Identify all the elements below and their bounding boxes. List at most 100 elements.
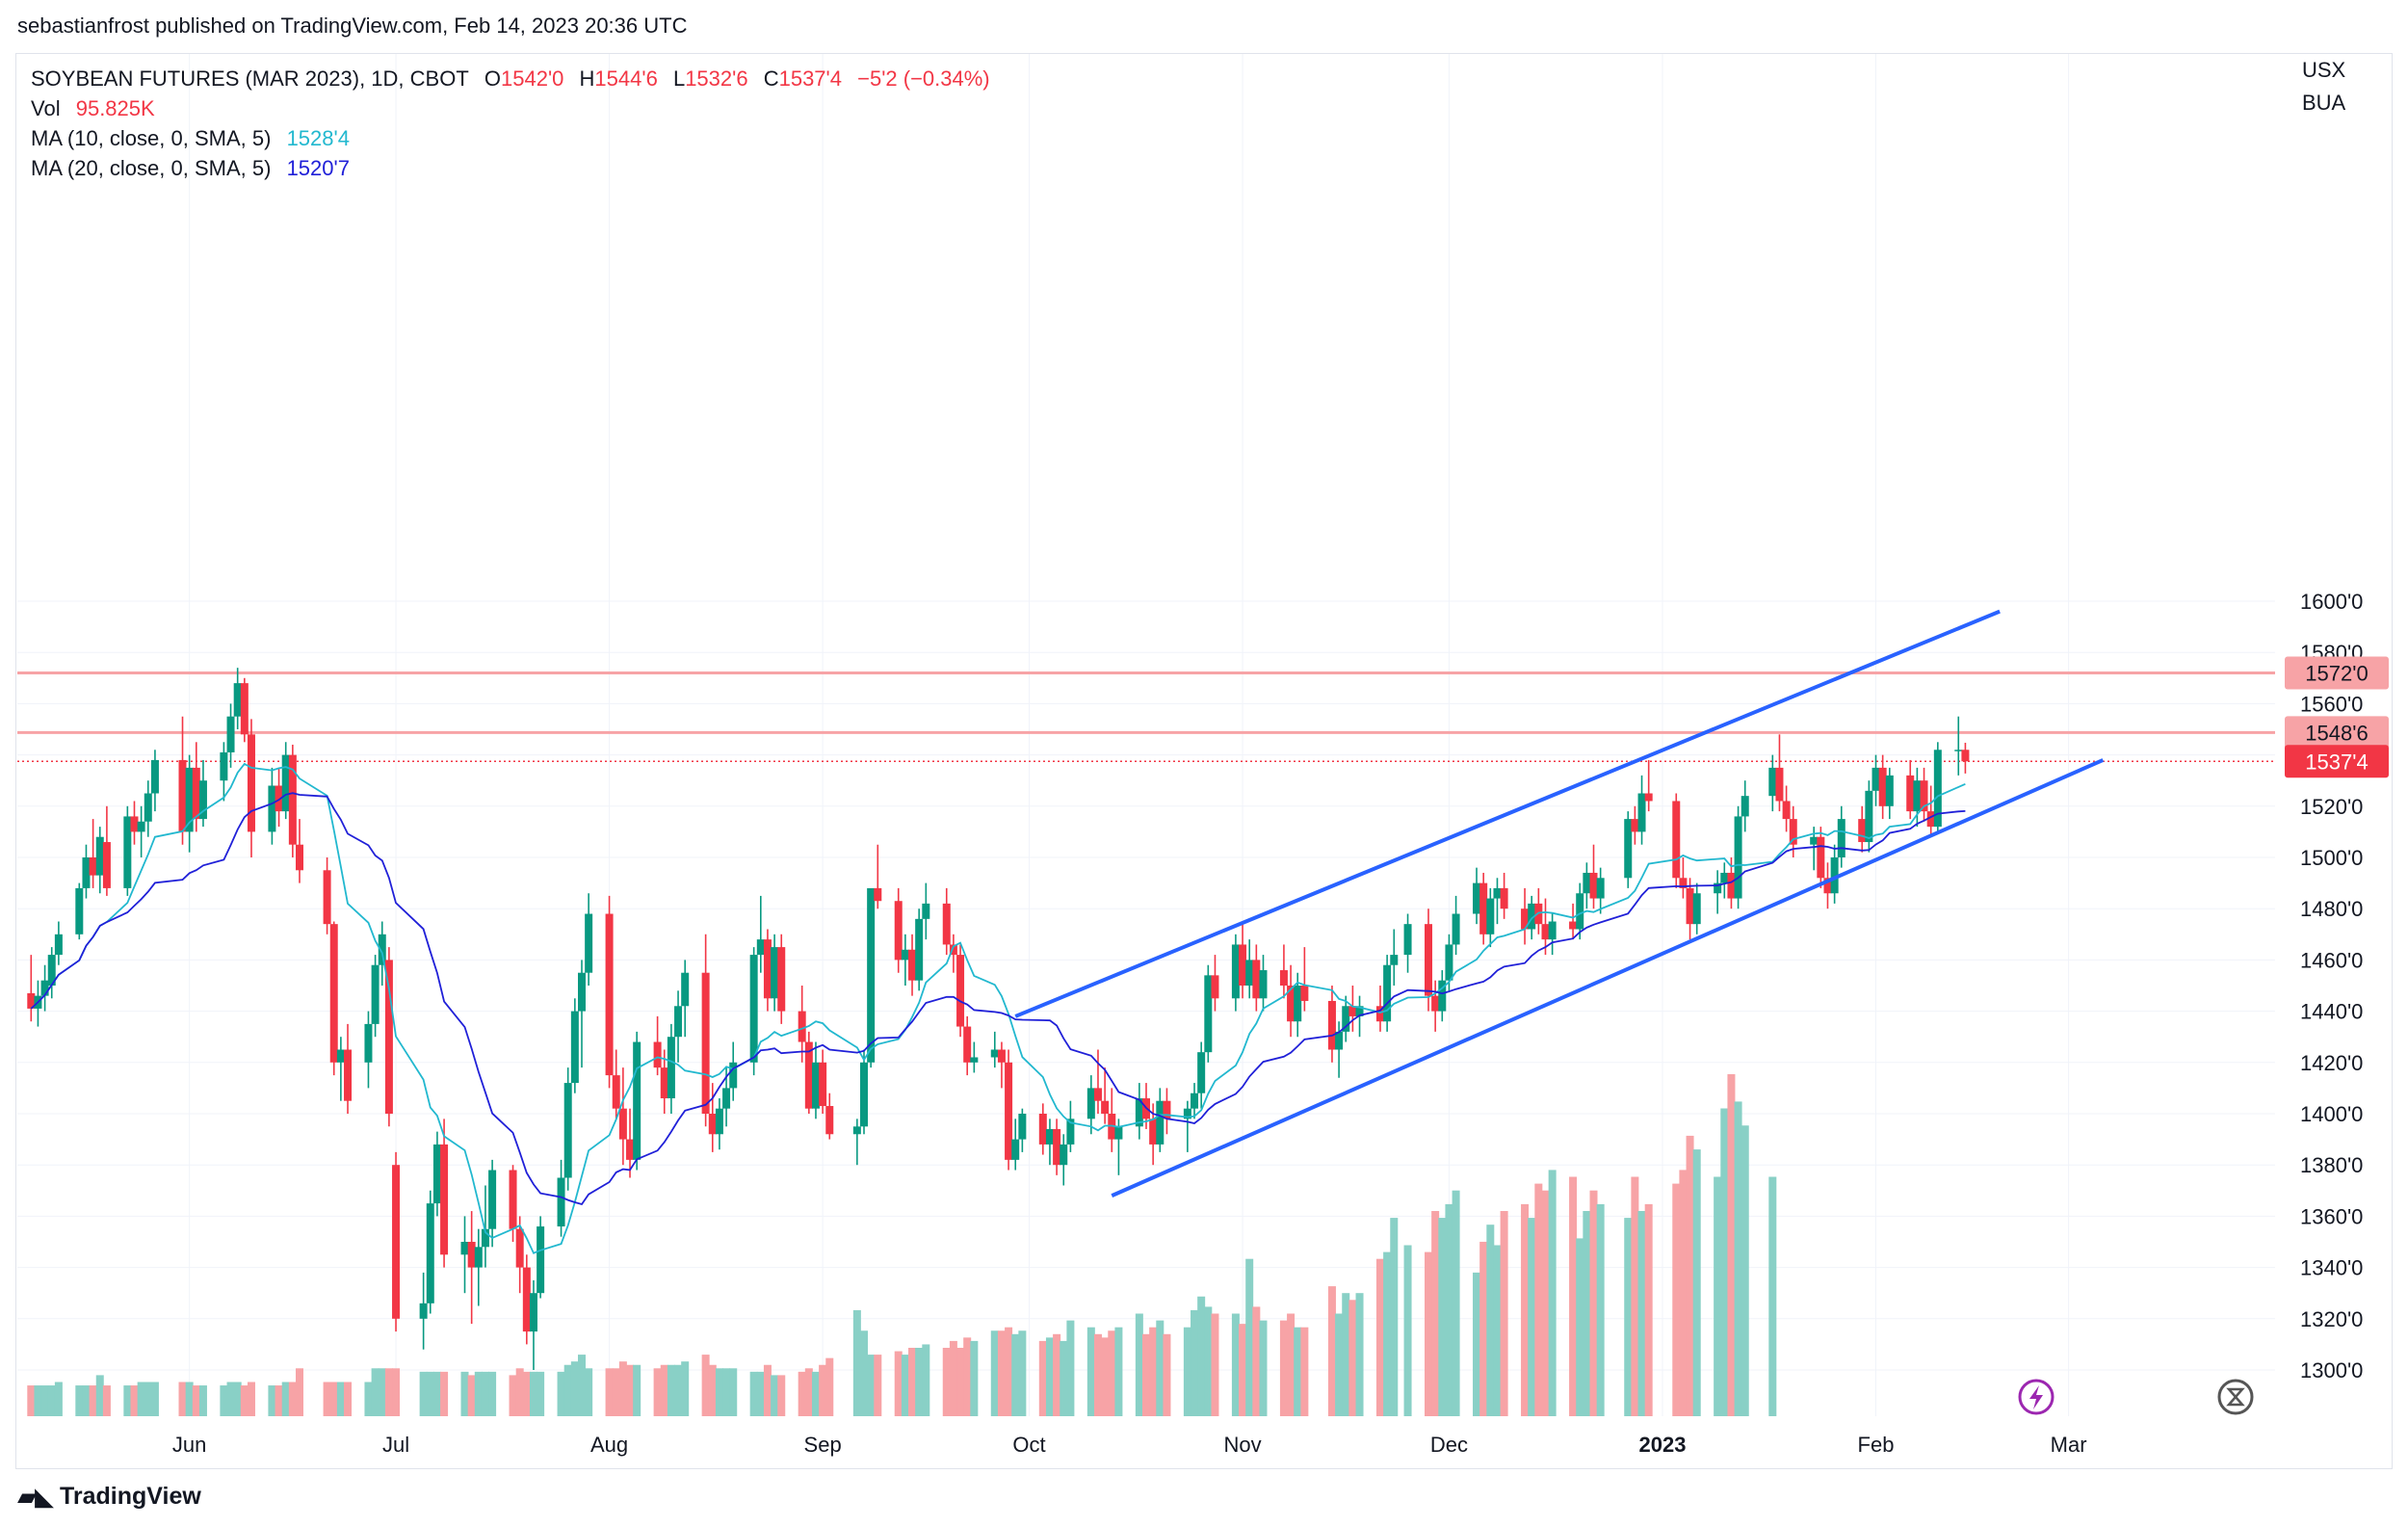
candle-body[interactable]	[247, 734, 255, 832]
candle-body[interactable]	[1327, 1000, 1336, 1050]
candle-body[interactable]	[1741, 796, 1749, 817]
candle-body[interactable]	[1375, 1006, 1384, 1022]
candle-body[interactable]	[660, 1067, 668, 1099]
candle-body[interactable]	[474, 1247, 483, 1268]
candle-body[interactable]	[860, 1062, 868, 1127]
candle-body[interactable]	[1259, 970, 1268, 999]
candle-body[interactable]	[1734, 816, 1742, 899]
channel-line[interactable]	[1111, 758, 2105, 1198]
candle-body[interactable]	[1294, 986, 1302, 1022]
candle-body[interactable]	[1066, 1119, 1075, 1145]
candle-body[interactable]	[1913, 780, 1922, 812]
candle-body[interactable]	[605, 913, 614, 1076]
candle-body[interactable]	[178, 759, 187, 832]
candle-body[interactable]	[47, 955, 56, 986]
candle-body[interactable]	[1445, 944, 1453, 981]
candle-body[interactable]	[275, 785, 283, 812]
candle-body[interactable]	[1093, 1088, 1102, 1101]
candle-body[interactable]	[1624, 819, 1633, 879]
candle-body[interactable]	[1817, 836, 1825, 879]
candle-body[interactable]	[777, 947, 786, 1012]
candle-body[interactable]	[378, 934, 386, 965]
candle-body[interactable]	[392, 1165, 401, 1319]
candle-body[interactable]	[1053, 1128, 1061, 1166]
candle-body[interactable]	[1287, 986, 1296, 1022]
candle-body[interactable]	[612, 1075, 620, 1109]
candle-body[interactable]	[1768, 767, 1777, 797]
candle-body[interactable]	[1479, 882, 1488, 935]
candle-body[interactable]	[708, 1114, 717, 1135]
candle-body[interactable]	[1954, 750, 1963, 751]
candle-body[interactable]	[220, 751, 228, 781]
volume-label[interactable]: Vol	[31, 96, 61, 120]
candle-body[interactable]	[1500, 887, 1508, 909]
footer-brand[interactable]: ▰◣ TradingView	[17, 1482, 201, 1512]
candle-body[interactable]	[226, 716, 235, 752]
candle-body[interactable]	[336, 1049, 345, 1063]
candle-body[interactable]	[1720, 872, 1729, 883]
candle-body[interactable]	[515, 1228, 524, 1268]
candle-body[interactable]	[1775, 767, 1784, 802]
candle-body[interactable]	[618, 1108, 627, 1140]
candle-body[interactable]	[667, 1037, 675, 1099]
candle-body[interactable]	[722, 1088, 731, 1109]
candle-body[interactable]	[681, 972, 690, 1007]
candle-body[interactable]	[729, 1062, 738, 1089]
candle-body[interactable]	[633, 1041, 641, 1160]
candle-body[interactable]	[1101, 1100, 1110, 1114]
candle-body[interactable]	[537, 1226, 545, 1294]
candle-body[interactable]	[1279, 970, 1288, 986]
candle-body[interactable]	[150, 759, 159, 794]
candle-body[interactable]	[509, 1170, 517, 1229]
candle-body[interactable]	[460, 1242, 469, 1255]
candle-body[interactable]	[1830, 857, 1839, 894]
candle-body[interactable]	[1569, 921, 1578, 930]
candle-body[interactable]	[89, 857, 97, 876]
candle-body[interactable]	[811, 1062, 820, 1109]
candle-body[interactable]	[990, 1049, 999, 1058]
candle-body[interactable]	[432, 1144, 441, 1204]
candle-body[interactable]	[329, 924, 338, 1063]
candle-body[interactable]	[296, 844, 303, 871]
candle-body[interactable]	[54, 934, 63, 956]
candle-body[interactable]	[75, 887, 84, 935]
candle-body[interactable]	[488, 1170, 497, 1229]
candle-body[interactable]	[901, 949, 909, 961]
candle-body[interactable]	[874, 887, 882, 902]
candle-body[interactable]	[364, 1023, 373, 1063]
candle-body[interactable]	[763, 939, 772, 999]
candle-body[interactable]	[570, 1011, 579, 1084]
candle-body[interactable]	[419, 1303, 428, 1319]
candle-body[interactable]	[1486, 898, 1495, 935]
candle-body[interactable]	[1871, 767, 1880, 791]
candle-body[interactable]	[749, 955, 758, 1063]
candle-body[interactable]	[915, 918, 924, 981]
candle-body[interactable]	[1191, 1093, 1199, 1109]
candle-body[interactable]	[144, 793, 152, 822]
candle-body[interactable]	[798, 1011, 806, 1042]
candle-body[interactable]	[198, 780, 207, 820]
candle-body[interactable]	[1060, 1144, 1068, 1166]
candle-body[interactable]	[185, 767, 194, 832]
candle-body[interactable]	[867, 887, 876, 1063]
candle-body[interactable]	[1528, 903, 1536, 930]
candle-body[interactable]	[1156, 1100, 1165, 1145]
candle-body[interactable]	[1135, 1098, 1143, 1127]
candle-body[interactable]	[82, 857, 91, 888]
candle-body[interactable]	[1383, 964, 1392, 1022]
candle-body[interactable]	[1596, 878, 1605, 899]
channel-line[interactable]	[1014, 609, 2001, 1018]
candle-body[interactable]	[1692, 893, 1701, 925]
candle-body[interactable]	[852, 1126, 861, 1135]
candle-body[interactable]	[1672, 801, 1681, 879]
candle-body[interactable]	[1355, 1006, 1364, 1016]
candle-body[interactable]	[1865, 790, 1873, 843]
candle-body[interactable]	[701, 972, 710, 1114]
candle-body[interactable]	[942, 903, 951, 945]
candle-body[interactable]	[1823, 878, 1832, 894]
candle-body[interactable]	[1644, 793, 1653, 802]
candle-body[interactable]	[1197, 1052, 1206, 1093]
candle-body[interactable]	[1348, 1006, 1357, 1016]
candle-body[interactable]	[557, 1177, 565, 1227]
candle-body[interactable]	[1038, 1114, 1047, 1145]
